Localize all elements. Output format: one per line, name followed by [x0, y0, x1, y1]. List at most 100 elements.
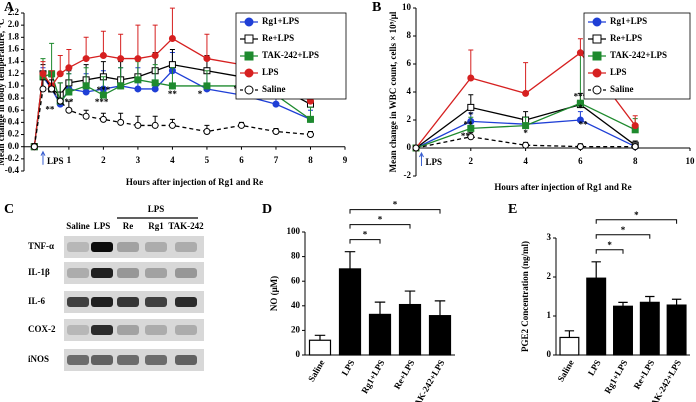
x-tick-label: 2 [101, 155, 106, 165]
marker [117, 82, 125, 90]
annotation: * [469, 110, 474, 120]
blot-band [67, 355, 89, 365]
x-tick-label: Rg1+LPS [359, 358, 386, 395]
error-bar [100, 30, 106, 56]
y-tick-label: 80 [291, 251, 301, 261]
marker [99, 52, 107, 60]
marker [576, 116, 584, 124]
legend-label: LPS [610, 67, 627, 77]
marker [117, 118, 125, 126]
marker [39, 85, 47, 93]
significance-bracket [349, 224, 411, 229]
marker [522, 89, 530, 97]
significance-label: * [393, 200, 398, 210]
group-label: LPS [148, 204, 165, 214]
legend-label: TAK-242+LPS [610, 50, 667, 60]
y-tick-label: 3 [547, 232, 552, 242]
marker [151, 79, 159, 87]
legend-label: Re+LPS [610, 33, 642, 43]
blot-band [145, 325, 167, 335]
blot-band [175, 297, 197, 307]
error-bar [564, 330, 575, 338]
x-tick-label: LPS [586, 358, 603, 377]
bar [586, 277, 607, 356]
legend-marker [244, 17, 254, 27]
blot-band [145, 242, 167, 252]
marker [467, 74, 475, 82]
blot-band [91, 268, 113, 278]
legend-marker [244, 51, 254, 61]
legend-symbol [592, 85, 602, 95]
error-bar [671, 298, 682, 306]
row-label: IL-6 [28, 296, 46, 306]
x-tick-label: 5 [205, 155, 210, 165]
x-tick-label: 10 [686, 156, 696, 166]
marker [631, 143, 639, 151]
marker [134, 121, 142, 129]
y-tick-label: 0.2 [8, 129, 20, 139]
marker [576, 49, 584, 57]
lps-arrow [40, 150, 46, 165]
marker [30, 143, 38, 151]
blot-band [117, 355, 139, 365]
y-tick-label: 1 [547, 310, 552, 320]
x-tick-label: Re+LPS [632, 358, 657, 391]
legend-marker [592, 51, 602, 61]
x-tick-label: 9 [343, 155, 348, 165]
marker [65, 64, 73, 72]
marker [203, 128, 211, 135]
legend-symbol [592, 68, 602, 78]
marker [306, 131, 314, 139]
x-tick-label: 4 [170, 155, 175, 165]
marker [99, 115, 107, 123]
series-line [415, 136, 636, 149]
legend-marker [592, 34, 602, 44]
marker [82, 88, 90, 96]
y-tick-label: 40 [291, 300, 301, 310]
marker [306, 115, 314, 123]
marker [168, 121, 176, 129]
blot-band [145, 268, 167, 278]
y-tick-label: 1.8 [8, 31, 20, 41]
blot-band [91, 242, 113, 252]
y-tick-label: 2.0 [8, 19, 20, 29]
annotation: ** [168, 89, 178, 99]
legend-label: Re+LPS [262, 33, 294, 43]
y-tick-label: 0.0 [8, 141, 20, 151]
lps-arrow [419, 151, 424, 166]
y-tick-label: 1.6 [8, 44, 20, 54]
annotation: ** [464, 120, 474, 130]
y-axis-label: PGE2 Concentration (ng/ml) [520, 241, 530, 352]
y-tick-label: 60 [291, 275, 301, 285]
significance-bracket [595, 219, 678, 224]
legend-symbol [592, 34, 602, 44]
blot-strip [64, 236, 204, 258]
annotation: *** [95, 97, 109, 107]
marker [117, 55, 125, 63]
blot-band [117, 325, 139, 335]
y-axis-label: NO (μM) [269, 276, 279, 311]
error-bar [434, 300, 446, 316]
marker [168, 61, 176, 69]
legend-symbol [592, 51, 602, 61]
error-bar [618, 301, 628, 307]
error-bar [523, 62, 529, 94]
marker [151, 85, 159, 93]
legend-symbol [244, 51, 254, 61]
marker [522, 122, 530, 130]
marker [39, 70, 47, 78]
annotation: *** [97, 85, 111, 95]
legend-marker [244, 85, 254, 95]
bar [639, 301, 660, 356]
y-tick-label: 2 [547, 271, 552, 281]
y-tick-label: 2.2 [8, 7, 20, 17]
significance-bracket [349, 209, 441, 214]
marker [467, 133, 475, 141]
blot-band [175, 242, 197, 252]
x-tick-label: Rg1+LPS [602, 358, 629, 395]
x-tick-label: 6 [578, 156, 583, 166]
row-label: IL-1β [28, 267, 50, 277]
marker [65, 106, 73, 114]
panel-label: C [4, 202, 14, 217]
